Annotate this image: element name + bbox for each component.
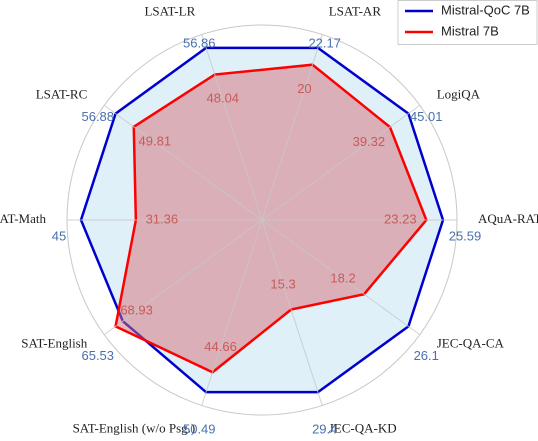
axis-label: SAT-English <box>21 336 87 351</box>
value-label: 45.01 <box>410 109 443 124</box>
value-label: 56.86 <box>183 35 216 50</box>
value-label: 68.93 <box>120 303 153 318</box>
axis-label: JEC-QA-CA <box>437 336 505 351</box>
legend-box <box>397 0 538 45</box>
axis-spoke <box>201 219 263 406</box>
axis-label: LogiQA <box>437 86 481 101</box>
legend-label: Mistral-QoC 7B <box>441 2 530 17</box>
value-label: 26.1 <box>414 348 439 363</box>
axis-label: SAT-Math <box>0 211 46 226</box>
value-label: 22.17 <box>308 35 341 50</box>
value-label: 39.32 <box>353 134 386 149</box>
axis-spoke <box>261 219 421 336</box>
axis-spoke <box>261 219 323 406</box>
axis-label: AQuA-RAT <box>478 211 538 226</box>
axis-label: LSAT-AR <box>329 3 382 18</box>
value-label: 49.81 <box>139 134 172 149</box>
axis-spoke <box>103 219 263 336</box>
legend-label: Mistral 7B <box>441 23 499 38</box>
axis-spoke <box>261 34 323 221</box>
value-label: 65.53 <box>81 348 114 363</box>
value-label: 50.49 <box>183 422 216 437</box>
value-label: 56.88 <box>81 109 114 124</box>
axis-label: SAT-English (w/o Psg.) <box>73 421 196 436</box>
value-label: 15.3 <box>270 276 295 291</box>
axis-label: LSAT-LR <box>144 3 195 18</box>
value-label: 20 <box>297 81 311 96</box>
axis-spoke <box>103 104 263 221</box>
value-label: 31.36 <box>146 211 179 226</box>
value-label: 44.66 <box>204 339 237 354</box>
axis-spoke <box>261 104 421 221</box>
value-label: 48.04 <box>207 91 240 106</box>
value-label: 25.59 <box>449 228 482 243</box>
axis-label: LSAT-RC <box>36 86 88 101</box>
legend: Mistral-QoC 7B Mistral 7B <box>397 0 538 45</box>
value-label: 29.4 <box>312 422 337 437</box>
axis-label: JEC-QA-KD <box>329 421 397 436</box>
value-label: 18.2 <box>330 270 355 285</box>
value-label: 23.23 <box>384 211 417 226</box>
value-label: 45 <box>52 228 66 243</box>
axis-spoke <box>201 34 263 221</box>
